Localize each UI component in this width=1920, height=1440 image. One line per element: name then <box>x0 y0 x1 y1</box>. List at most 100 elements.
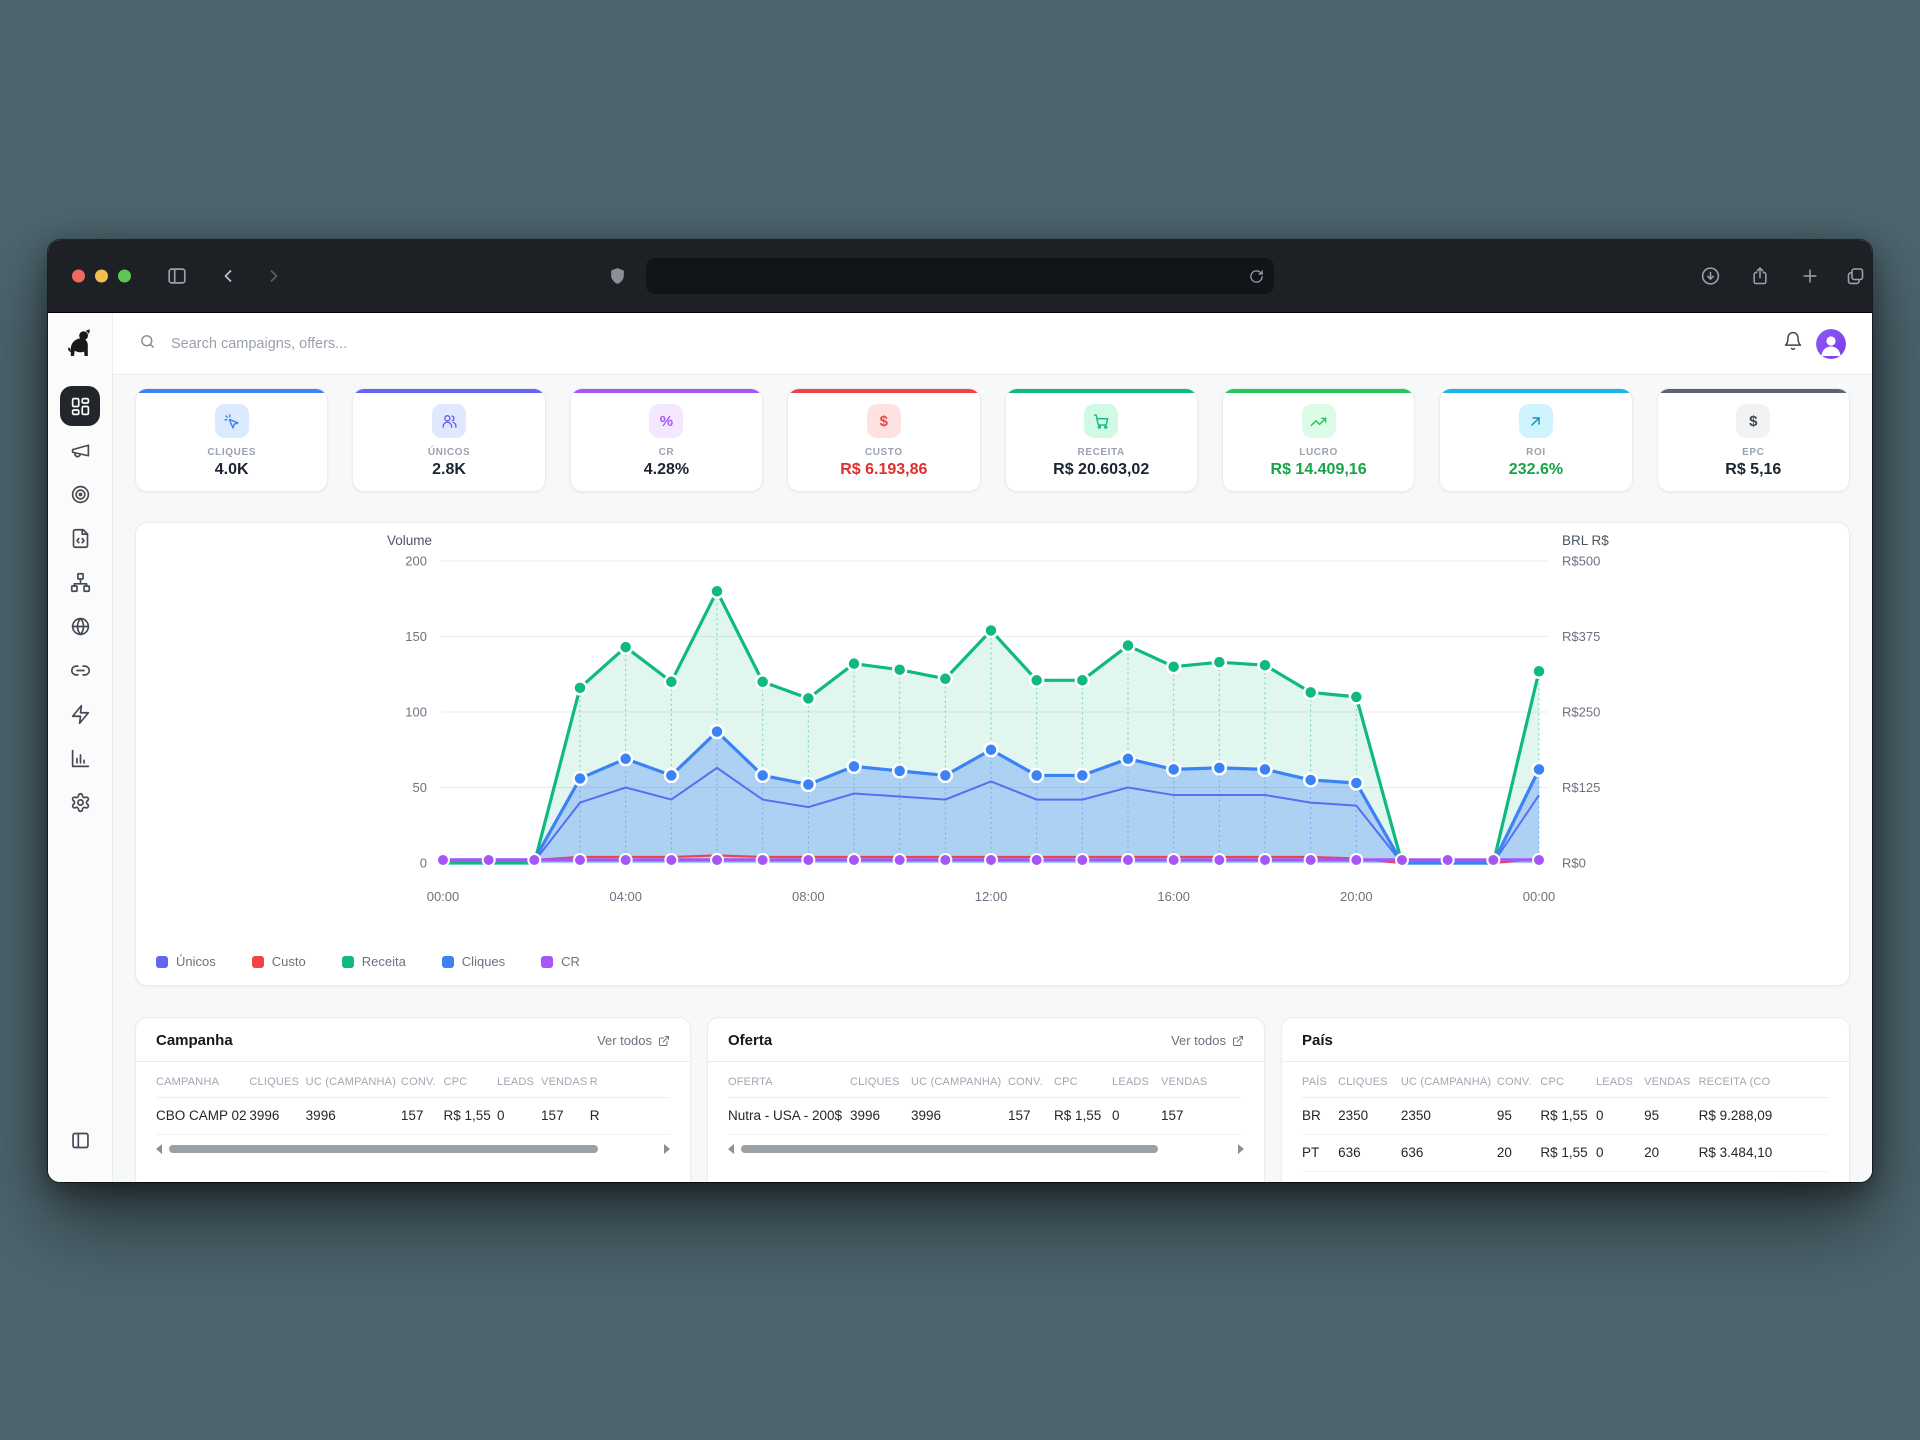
address-bar[interactable] <box>646 258 1274 294</box>
download-icon[interactable] <box>1700 266 1721 287</box>
kpi-label: LUCRO <box>1299 447 1338 458</box>
scroll-left-icon[interactable] <box>728 1144 734 1154</box>
column-header: CLIQUES <box>850 1062 911 1098</box>
sidebar <box>48 313 113 1182</box>
sidebar-toggle-icon[interactable] <box>166 265 188 287</box>
kpi-icon-chip: $ <box>1736 404 1771 438</box>
sidebar-item-targets[interactable] <box>60 474 100 514</box>
campanha-table-card: Campanha Ver todos CAMPANHA CLIQUES UC (CAMP… <box>135 1017 691 1182</box>
ver-todos-link[interactable]: Ver todos <box>1171 1033 1244 1048</box>
sidebar-item-campaigns[interactable] <box>60 430 100 470</box>
column-header: CPC <box>1540 1062 1596 1098</box>
ver-todos-link[interactable]: Ver todos <box>597 1033 670 1048</box>
kpi-accent-strip <box>1657 389 1849 393</box>
kpi-accent-strip <box>570 389 763 393</box>
globe-icon <box>71 617 89 635</box>
sidebar-item-automations[interactable] <box>60 694 100 734</box>
search-input[interactable] <box>169 334 1770 353</box>
column-header: CPC <box>1054 1062 1112 1098</box>
table-cell: 20 <box>1644 1134 1699 1172</box>
legend-item-receita[interactable]: Receita <box>341 954 406 969</box>
new-tab-icon[interactable] <box>1800 266 1820 286</box>
kpi-card-roi[interactable]: ROI 232.6% <box>1439 388 1633 492</box>
column-header: LEADS <box>1112 1062 1161 1098</box>
horizontal-scrollbar[interactable] <box>156 1142 670 1156</box>
legend-item-custo[interactable]: Custo <box>251 954 306 969</box>
scrollbar-track[interactable] <box>169 1145 657 1153</box>
scroll-left-icon[interactable] <box>156 1144 162 1154</box>
legend-item-cr[interactable]: CR <box>541 954 580 969</box>
back-icon[interactable] <box>218 266 238 286</box>
kpi-value: R$ 5,16 <box>1725 461 1782 478</box>
collapse-panel-icon[interactable] <box>60 1120 100 1160</box>
sidebar-item-dashboard[interactable] <box>60 386 100 426</box>
table-cell: R$ 3.484,10 <box>1698 1134 1829 1172</box>
sidebar-item-flows[interactable] <box>60 562 100 602</box>
scroll-right-icon[interactable] <box>664 1144 670 1154</box>
share-icon[interactable] <box>1750 266 1770 287</box>
table-row[interactable]: CBO CAMP 02 3996 3996 157 R$ 1,55 0 157 R <box>156 1097 670 1135</box>
sidebar-item-links[interactable] <box>60 650 100 690</box>
column-header: UC (CAMPANHA) <box>911 1062 1008 1098</box>
dashboard-content: CLIQUES 4.0K ÚNICOS 2.8K% CR 4.28% $ CUSTO R$ 6.… <box>113 375 1872 1182</box>
kpi-card-receita[interactable]: RECEITA R$ 20.603,02 <box>1004 388 1198 492</box>
kpi-accent-strip <box>788 389 980 393</box>
table-cell: 157 <box>400 1097 444 1135</box>
kpi-icon-chip <box>214 404 249 438</box>
privacy-shield-icon[interactable] <box>608 265 627 287</box>
kpi-icon-chip <box>1518 404 1553 438</box>
target-icon <box>71 485 89 503</box>
scroll-right-icon[interactable] <box>1238 1144 1244 1154</box>
scrollbar-thumb[interactable] <box>169 1145 599 1153</box>
horizontal-scrollbar[interactable] <box>728 1142 1244 1156</box>
table-cell: 157 <box>541 1097 590 1135</box>
table-cell: BR <box>1302 1097 1339 1135</box>
column-header: CAMPANHA <box>156 1062 250 1098</box>
reload-icon[interactable] <box>1249 269 1264 284</box>
sidebar-item-reports[interactable] <box>60 738 100 778</box>
notifications-bell-icon[interactable] <box>1783 331 1803 356</box>
sidebar-item-settings[interactable] <box>60 782 100 822</box>
table-cell: 0 <box>1112 1097 1161 1135</box>
app-logo-dog-icon[interactable] <box>64 328 96 360</box>
kpi-accent-strip <box>1222 389 1415 393</box>
svg-text:08:00: 08:00 <box>792 889 825 904</box>
table-cell: 3996 <box>850 1097 911 1135</box>
kpi-value: 232.6% <box>1508 461 1564 478</box>
scrollbar-track[interactable] <box>741 1145 1231 1153</box>
dollar-icon: $ <box>1749 412 1758 430</box>
kpi-card-cliques[interactable]: CLIQUES 4.0K <box>135 388 329 492</box>
kpi-label: ÚNICOS <box>427 447 471 458</box>
oferta-table-card: Oferta Ver todos OFERTA CLIQUES UC (CAMPANHA… <box>707 1017 1265 1182</box>
volume-chart[interactable]: 0 R$0 50 R$125 100 R$250 150 R$375 200 R$500 Volum… <box>136 523 1849 923</box>
kpi-card-custo[interactable]: $ CUSTO R$ 6.193,86 <box>787 388 981 492</box>
kpi-card-cr[interactable]: % CR 4.28% <box>569 388 764 492</box>
legend-item-únicos[interactable]: Únicos <box>156 954 216 969</box>
column-header: VENDAS <box>1644 1062 1699 1098</box>
table-row[interactable]: BR 2350 2350 95 R$ 1,55 0 95 R$ 9.288,09 <box>1302 1097 1829 1135</box>
kpi-card-lucro[interactable]: LUCRO R$ 14.409,16 <box>1221 388 1416 492</box>
tabs-overview-icon[interactable] <box>1845 266 1866 287</box>
table-title: Oferta <box>728 1032 773 1049</box>
table-cell: CBO CAMP 02 <box>156 1097 250 1135</box>
minimize-window-button[interactable] <box>95 269 108 283</box>
user-avatar[interactable] <box>1816 328 1846 359</box>
legend-item-cliques[interactable]: Cliques <box>441 954 505 969</box>
close-window-button[interactable] <box>72 269 85 283</box>
table-row[interactable]: Nutra - USA - 200$ 3996 3996 157 R$ 1,55 0 157 <box>728 1097 1241 1135</box>
maximize-window-button[interactable] <box>118 269 131 283</box>
external-link-icon <box>659 1035 669 1046</box>
chart-legend: Únicos Custo Receita Cliques CR <box>156 954 580 969</box>
table-cell: Nutra - USA - 200$ <box>728 1097 850 1135</box>
forward-icon[interactable] <box>264 266 284 286</box>
kpi-card-epc[interactable]: $ EPC R$ 5,16 <box>1656 388 1850 492</box>
sidebar-item-landing-pages[interactable] <box>60 518 100 558</box>
svg-text:0: 0 <box>420 856 427 871</box>
trending-up-icon <box>1310 417 1327 426</box>
legend-swatch <box>441 955 454 968</box>
table-row[interactable]: PT 636 636 20 R$ 1,55 0 20 R$ 3.484,10 <box>1302 1134 1829 1172</box>
kpi-label: RECEITA <box>1077 447 1125 458</box>
sidebar-item-domains[interactable] <box>60 606 100 646</box>
kpi-card-únicos[interactable]: ÚNICOS 2.8K <box>352 388 546 492</box>
scrollbar-thumb[interactable] <box>741 1145 1158 1153</box>
